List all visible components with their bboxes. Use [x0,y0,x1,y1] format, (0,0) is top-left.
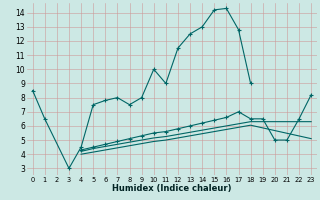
X-axis label: Humidex (Indice chaleur): Humidex (Indice chaleur) [112,184,232,193]
